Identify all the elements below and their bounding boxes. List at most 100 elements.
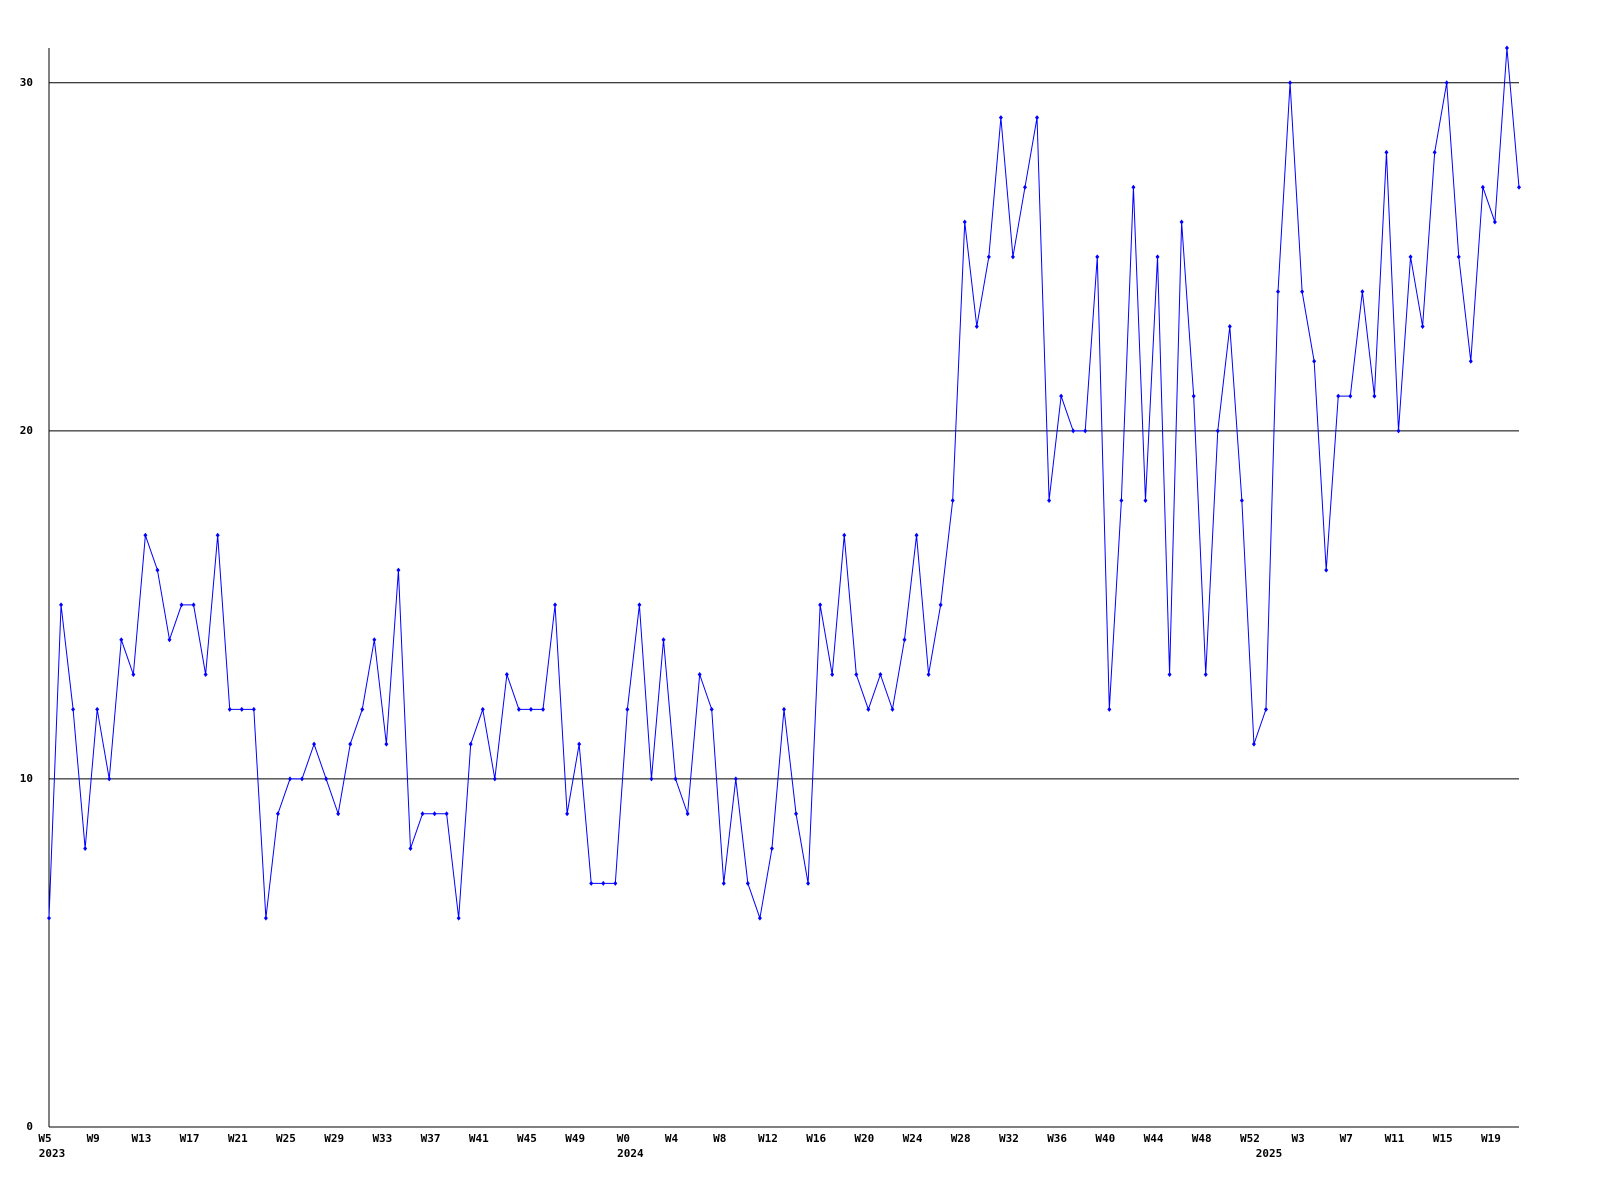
point-marker xyxy=(1456,254,1461,260)
point-marker xyxy=(1480,184,1485,190)
point-marker xyxy=(1396,428,1401,434)
point-marker xyxy=(155,567,160,573)
x-tick-label: W52 xyxy=(1240,1132,1260,1145)
x-tick-label: W17 xyxy=(180,1132,200,1145)
point-marker xyxy=(1095,254,1100,260)
x-tick-label: W9 xyxy=(87,1132,100,1145)
point-marker xyxy=(1300,289,1305,295)
point-marker xyxy=(1312,358,1317,364)
x-tick-label: W48 xyxy=(1192,1132,1212,1145)
point-marker xyxy=(818,602,823,608)
x-tick-label: W8 xyxy=(713,1132,726,1145)
point-marker xyxy=(191,602,196,608)
y-tick-label: 20 xyxy=(20,424,33,437)
y-tick-label: 0 xyxy=(26,1120,33,1133)
x-tick-label: W36 xyxy=(1047,1132,1067,1145)
x-tick-label: W25 xyxy=(276,1132,296,1145)
point-marker xyxy=(239,706,244,712)
point-marker xyxy=(1324,567,1329,573)
point-marker xyxy=(866,706,871,712)
point-marker xyxy=(1492,219,1497,225)
point-marker xyxy=(577,741,582,747)
x-tick-label: W41 xyxy=(469,1132,489,1145)
point-marker xyxy=(83,846,88,852)
point-marker xyxy=(384,741,389,747)
point-marker xyxy=(1131,184,1136,190)
point-marker xyxy=(396,567,401,573)
x-tick-label: W7 xyxy=(1340,1132,1353,1145)
point-marker xyxy=(553,602,558,608)
point-marker xyxy=(1167,672,1172,678)
x-tick-label: W19 xyxy=(1481,1132,1501,1145)
point-marker xyxy=(769,846,774,852)
x-year-label: 2025 xyxy=(1256,1147,1283,1160)
point-marker xyxy=(1035,115,1040,121)
point-marker xyxy=(589,880,594,886)
point-marker xyxy=(179,602,184,608)
x-tick-label: W28 xyxy=(951,1132,971,1145)
point-marker xyxy=(806,880,811,886)
point-marker xyxy=(480,706,485,712)
x-tick-label: W0 xyxy=(617,1132,630,1145)
y-tick-label: 30 xyxy=(20,76,33,89)
point-marker xyxy=(962,219,967,225)
x-tick-label: W15 xyxy=(1433,1132,1453,1145)
point-marker xyxy=(938,602,943,608)
point-marker xyxy=(227,706,232,712)
point-marker xyxy=(1179,219,1184,225)
point-marker xyxy=(1059,393,1064,399)
point-marker xyxy=(71,706,76,712)
point-marker xyxy=(721,880,726,886)
point-marker xyxy=(1288,80,1293,86)
point-marker xyxy=(287,776,292,782)
point-marker xyxy=(733,776,738,782)
point-marker xyxy=(1263,706,1268,712)
x-tick-label: W44 xyxy=(1144,1132,1164,1145)
y-tick-label: 10 xyxy=(20,772,33,785)
point-marker xyxy=(1372,393,1377,399)
point-marker xyxy=(890,706,895,712)
point-marker xyxy=(1119,497,1124,503)
point-marker xyxy=(697,672,702,678)
point-marker xyxy=(565,811,570,817)
point-marker xyxy=(444,811,449,817)
point-marker xyxy=(1215,428,1220,434)
point-marker xyxy=(601,880,606,886)
point-marker xyxy=(528,706,533,712)
x-tick-label: W12 xyxy=(758,1132,778,1145)
point-marker xyxy=(709,706,714,712)
point-marker xyxy=(842,532,847,538)
point-marker xyxy=(348,741,353,747)
point-marker xyxy=(468,741,473,747)
point-marker xyxy=(275,811,280,817)
point-marker xyxy=(625,706,630,712)
point-marker xyxy=(408,846,413,852)
point-marker xyxy=(1107,706,1112,712)
point-marker xyxy=(782,706,786,712)
x-tick-label: W13 xyxy=(131,1132,151,1145)
point-marker xyxy=(830,672,835,678)
point-marker xyxy=(1276,289,1281,295)
point-marker xyxy=(143,532,148,538)
x-tick-label: W20 xyxy=(854,1132,874,1145)
point-marker xyxy=(1432,149,1437,155)
point-marker xyxy=(59,602,64,608)
x-tick-label: W32 xyxy=(999,1132,1019,1145)
x-tick-label: W40 xyxy=(1095,1132,1115,1145)
point-marker xyxy=(47,915,51,921)
point-marker xyxy=(263,915,268,921)
point-marker xyxy=(1348,393,1353,399)
point-marker xyxy=(1420,323,1425,329)
point-marker xyxy=(336,811,341,817)
point-marker xyxy=(914,532,919,538)
point-marker xyxy=(372,637,377,643)
point-marker xyxy=(926,672,931,678)
point-marker xyxy=(360,706,365,712)
point-marker xyxy=(1384,149,1389,155)
point-marker xyxy=(1517,184,1521,190)
x-year-label: 2024 xyxy=(617,1147,644,1160)
point-marker xyxy=(950,497,955,503)
point-marker xyxy=(504,672,509,678)
x-tick-label: W3 xyxy=(1291,1132,1304,1145)
